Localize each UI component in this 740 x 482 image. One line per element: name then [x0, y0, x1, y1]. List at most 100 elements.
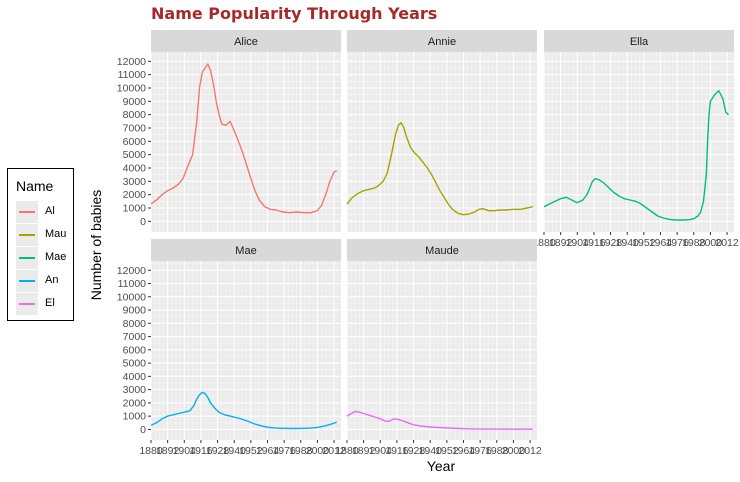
x-tick-label: 1988 [682, 237, 706, 249]
x-tick-label: 1880 [532, 237, 556, 249]
facet-strip [347, 30, 537, 52]
y-tick-label: 11000 [118, 278, 147, 290]
legend-item-el: El [16, 293, 74, 315]
series-line-ella [543, 90, 729, 221]
legend-key-mau [16, 224, 38, 246]
x-tick-label: 1952 [632, 237, 656, 249]
facet-panel-ella: Ella 188018921904191619281940195219641976… [532, 30, 739, 249]
x-tick-label: 1976 [272, 445, 296, 457]
legend-label-an: An [45, 274, 59, 286]
panel-background [151, 52, 341, 232]
legend-label-el: El [45, 297, 55, 309]
facet-strip [151, 30, 341, 52]
x-tick-label: 2012 [518, 445, 542, 457]
x-tick-label: 1988 [485, 445, 509, 457]
legend-item-mae: Mae [16, 247, 74, 269]
facet-strip-label: Alice [234, 36, 258, 48]
y-axis-label: Number of babies [88, 190, 104, 301]
y-tick-label: 4000 [123, 371, 147, 383]
x-tick-label: 1952 [435, 445, 459, 457]
legend-title: Name [16, 178, 54, 194]
x-tick-label: 1892 [156, 445, 180, 457]
y-tick-label: 2000 [123, 397, 147, 409]
x-tick-label: 1916 [189, 445, 213, 457]
legend-label-mau: Mau [45, 228, 67, 240]
x-tick-label: 2000 [699, 237, 723, 249]
x-tick-label: 1880 [335, 445, 359, 457]
x-tick-label: 1964 [256, 445, 280, 457]
panel-background [347, 52, 537, 232]
x-tick-label: 1964 [649, 237, 673, 249]
x-tick-label: 1964 [452, 445, 476, 457]
x-tick-label: 1976 [468, 445, 492, 457]
facet-panel-mae: Mae0100020003000400050006000700080009000… [117, 239, 346, 457]
legend-item-an: An [16, 270, 74, 292]
facet-panel-maude: Maude 18801892190419161928194019521964197… [335, 239, 542, 457]
x-tick-label: 1928 [402, 445, 426, 457]
y-tick-label: 3000 [123, 384, 147, 396]
y-tick-label: 12000 [117, 265, 146, 277]
facet-strip-label: Annie [428, 36, 456, 48]
facet-strip-label: Maude [425, 245, 459, 257]
y-tick-label: 10000 [117, 83, 146, 95]
y-tick-label: 0 [140, 216, 146, 228]
x-tick-label: 1928 [599, 237, 623, 249]
x-tick-label: 1940 [616, 237, 640, 249]
panel-background [544, 52, 734, 232]
series-line-mae [150, 391, 338, 430]
y-tick-label: 12000 [117, 56, 146, 68]
x-tick-label: 2012 [322, 445, 346, 457]
y-tick-label: 0 [140, 424, 146, 436]
x-tick-label: 1892 [352, 445, 376, 457]
legend-key-el [16, 293, 38, 315]
y-tick-label: 1000 [123, 411, 147, 423]
y-tick-label: 6000 [123, 344, 147, 356]
y-tick-label: 6000 [123, 136, 147, 148]
facet-strip [347, 239, 537, 261]
facet-panel-annie: Annie [346, 30, 537, 232]
y-tick-label: 3000 [123, 176, 147, 188]
x-tick-label: 1892 [549, 237, 573, 249]
series-line-maude [346, 410, 533, 430]
series-line-alice [150, 63, 338, 214]
panel-background [347, 261, 537, 440]
x-tick-label: 2000 [306, 445, 330, 457]
x-tick-label: 1940 [223, 445, 247, 457]
y-tick-label: 9000 [123, 305, 147, 317]
facet-strip-label: Mae [235, 245, 256, 257]
facet-strip-label: Ella [630, 36, 649, 48]
legend-item-mau: Mau [16, 224, 74, 246]
legend-label-al: Al [45, 205, 55, 217]
y-tick-label: 11000 [118, 69, 147, 81]
x-tick-label: 1916 [385, 445, 409, 457]
y-tick-label: 5000 [123, 358, 147, 370]
x-tick-label: 1916 [582, 237, 606, 249]
y-tick-label: 5000 [123, 149, 147, 161]
chart-title: Name Popularity Through Years [151, 4, 438, 23]
x-tick-label: 1904 [369, 445, 393, 457]
legend-item-al: Al [16, 201, 74, 223]
legend-key-al [16, 201, 38, 223]
facet-strip [544, 30, 734, 52]
x-tick-label: 1928 [206, 445, 230, 457]
y-tick-label: 8000 [123, 318, 147, 330]
x-tick-label: 2000 [502, 445, 526, 457]
y-tick-label: 1000 [123, 203, 147, 215]
x-tick-label: 1880 [139, 445, 163, 457]
x-tick-label: 1904 [566, 237, 590, 249]
legend-label-mae: Mae [45, 251, 67, 263]
facet-strip [151, 239, 341, 261]
x-tick-label: 1952 [239, 445, 263, 457]
legend-key-mae [16, 247, 38, 269]
series-line-annie [346, 122, 533, 216]
y-tick-label: 7000 [123, 123, 147, 135]
y-tick-label: 4000 [123, 163, 147, 175]
x-tick-label: 1940 [419, 445, 443, 457]
y-tick-label: 8000 [123, 109, 147, 121]
y-tick-label: 9000 [123, 96, 147, 108]
legend: Name Al Mau Mae An El [7, 168, 74, 321]
legend-key-an [16, 270, 38, 292]
y-tick-label: 10000 [117, 291, 146, 303]
